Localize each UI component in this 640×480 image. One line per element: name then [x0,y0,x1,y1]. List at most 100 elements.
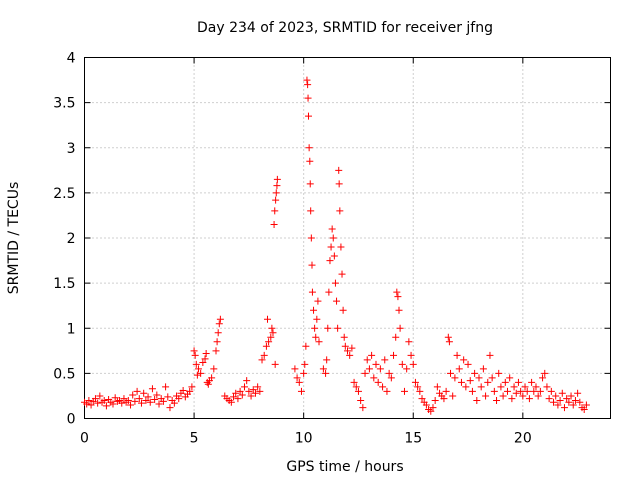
data-point [334,324,342,332]
data-point [517,387,525,395]
data-point [213,338,221,346]
data-point [96,392,104,400]
data-point [392,333,400,341]
data-point [339,306,347,314]
data-point [468,387,476,395]
data-point [543,383,551,391]
data-point [312,333,320,341]
y-tick-label: 1.5 [53,276,75,292]
data-point [137,399,145,407]
data-point [267,333,275,341]
data-point [210,365,218,373]
data-point [407,351,415,359]
data-point [383,387,391,395]
data-point [164,393,172,401]
data-point [541,369,549,377]
data-point [545,395,553,403]
y-tick-label: 2 [67,231,76,247]
x-tick-label: 0 [80,431,89,447]
y-tick-label: 2.5 [53,186,75,202]
data-point [486,351,494,359]
data-point [464,360,472,368]
data-point [322,369,330,377]
data-point [493,396,501,404]
data-point [340,333,348,341]
data-point [346,351,354,359]
data-point [387,374,395,382]
data-point [273,182,281,190]
data-point [325,288,333,296]
data-point [188,383,196,391]
data-point [272,189,280,197]
data-point [361,369,369,377]
data-point [337,243,345,251]
plot-frame [84,57,611,419]
data-point [109,400,117,408]
data-point [457,378,465,386]
data-point [331,279,339,287]
data-point [264,315,272,323]
data-point [512,389,520,397]
data-point [495,369,503,377]
data-point [409,360,417,368]
data-point [368,351,376,359]
data-point [102,402,110,410]
data-point [563,395,571,403]
data-point [381,356,389,364]
data-point [554,401,562,409]
data-point [357,396,365,404]
data-point [447,369,455,377]
data-point [451,374,459,382]
data-point [352,383,360,391]
data-point [305,144,313,152]
data-point [310,306,318,314]
data-point [204,380,212,388]
data-point [427,407,435,415]
data-point [422,401,430,409]
data-point [308,261,316,269]
data-points [81,76,590,415]
data-point [268,324,276,332]
data-point [359,404,367,412]
data-point [431,396,439,404]
data-point [370,374,378,382]
data-point [127,401,135,409]
data-point [411,378,419,386]
data-point [179,387,187,395]
data-point [208,374,216,382]
data-point [313,315,321,323]
data-point [327,243,335,251]
data-point [199,359,207,367]
data-point [151,396,159,404]
data-point [254,383,262,391]
data-point [580,405,588,413]
data-point [453,351,461,359]
data-point [403,365,411,373]
data-point [271,360,279,368]
data-point [490,387,498,395]
data-point [94,399,102,407]
data-point [201,355,209,363]
data-point [376,365,384,373]
data-point [303,76,311,84]
y-tick-label: 0.5 [53,366,75,382]
data-point [574,389,582,397]
data-point [521,383,529,391]
data-point [374,378,382,386]
data-point [190,347,198,355]
data-point [262,342,270,350]
data-point [330,252,338,260]
data-point [499,392,507,400]
data-point [503,387,511,395]
data-point [238,391,246,399]
y-tick-label: 4 [67,51,76,67]
data-point [567,392,575,400]
data-point [372,360,380,368]
data-point [348,344,356,352]
data-point [556,396,564,404]
data-point [335,180,343,188]
x-tick-label: 10 [295,431,313,447]
data-point [405,338,413,346]
data-point [473,396,481,404]
